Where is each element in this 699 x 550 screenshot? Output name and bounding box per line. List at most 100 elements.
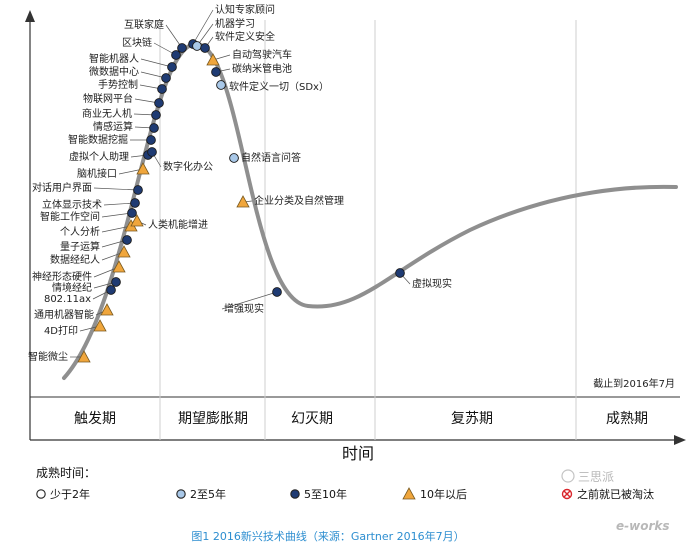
technology-item: 软件定义一切（SDx） bbox=[216, 80, 329, 93]
legend-marker-2to5-icon bbox=[176, 489, 186, 499]
marker-5to10-icon bbox=[211, 67, 221, 77]
leader-line bbox=[192, 9, 214, 45]
leader-line bbox=[93, 187, 139, 191]
watermark-sansipai-text: 三思派 bbox=[578, 470, 614, 484]
phase-label-plateau: 成熟期 bbox=[606, 411, 648, 427]
marker-5to10-icon bbox=[395, 268, 405, 278]
watermark-eworks: e-works bbox=[616, 519, 670, 533]
technology-label: 立体显示技术 bbox=[42, 198, 102, 211]
marker-5to10-icon bbox=[157, 84, 167, 94]
technology-label: 情境经纪 bbox=[52, 281, 92, 294]
technology-item: 物联网平台 bbox=[83, 92, 164, 108]
figure-caption: 图1 2016新兴技术曲线（来源：Gartner 2016年7月） bbox=[191, 529, 464, 543]
legend-label-obsolete: 之前就已被淘汰 bbox=[577, 487, 654, 501]
phase-label-trigger: 触发期 bbox=[74, 411, 116, 427]
marker-5to10-icon bbox=[167, 62, 177, 72]
technology-item: 立体显示技术 bbox=[42, 198, 140, 211]
leader-line bbox=[101, 212, 133, 218]
watermark-sansipai: 三思派 bbox=[561, 469, 614, 484]
technology-label: 量子运算 bbox=[60, 240, 100, 253]
phase-label-peak: 期望膨胀期 bbox=[178, 410, 248, 427]
marker-5to10-icon bbox=[127, 208, 137, 218]
leader-line bbox=[103, 202, 136, 206]
marker-5to10-icon bbox=[161, 73, 171, 83]
phase-label-slope: 复苏期 bbox=[451, 410, 493, 427]
technology-label: 虚拟现实 bbox=[412, 277, 452, 290]
technology-item: 碳纳米管电池 bbox=[211, 62, 292, 77]
marker-gt10-icon bbox=[93, 319, 107, 332]
technology-item: 智能数据挖掘 bbox=[68, 133, 156, 146]
technology-label: 商业无人机 bbox=[82, 107, 132, 120]
technology-item: 虚拟个人助理 bbox=[69, 150, 153, 163]
technology-item: 增强现实 bbox=[221, 287, 282, 315]
marker-5to10-icon bbox=[122, 235, 132, 245]
technology-item: 数字化办公 bbox=[147, 147, 213, 173]
marker-gt10-icon bbox=[206, 53, 220, 66]
technology-item: 对话用户界面 bbox=[32, 181, 143, 195]
legend-title: 成熟时间： bbox=[36, 465, 96, 480]
marker-gt10-icon bbox=[77, 350, 91, 363]
technology-label: 软件定义安全 bbox=[215, 30, 275, 43]
technology-item: 企业分类及自然管理 bbox=[236, 194, 344, 208]
marker-5to10-icon bbox=[200, 43, 210, 53]
technology-label: 碳纳米管电池 bbox=[232, 62, 292, 75]
technology-label: 通用机器智能 bbox=[34, 308, 94, 321]
technology-item: 智能机器人 bbox=[89, 52, 177, 72]
marker-2to5-icon bbox=[229, 153, 239, 163]
technology-item: 智能工作空间 bbox=[40, 208, 137, 223]
technology-label: 互联家庭 bbox=[124, 18, 164, 31]
technology-label: 智能数据挖掘 bbox=[68, 133, 128, 146]
technology-label: 数字化办公 bbox=[163, 160, 213, 173]
legend-marker-gt10-icon bbox=[402, 487, 416, 500]
technology-item: 软件定义安全 bbox=[200, 30, 275, 53]
technology-item: 通用机器智能 bbox=[34, 303, 114, 321]
marker-5to10-icon bbox=[111, 277, 121, 287]
technology-item: 商业无人机 bbox=[82, 107, 161, 120]
technology-label: 智能机器人 bbox=[89, 52, 139, 65]
technology-item: 量子运算 bbox=[60, 235, 132, 253]
technology-item: 802.11ax bbox=[44, 285, 116, 305]
wechat-logo-icon bbox=[561, 469, 575, 483]
hype-curve bbox=[62, 41, 678, 380]
leader-line bbox=[140, 58, 173, 68]
legend-marker-obsolete-icon bbox=[561, 488, 573, 500]
technology-item: 数据经纪人 bbox=[50, 245, 131, 266]
marker-gt10-icon bbox=[117, 245, 131, 258]
technology-item: 区块链 bbox=[122, 36, 181, 60]
marker-5to10-icon bbox=[177, 43, 187, 53]
marker-5to10-icon bbox=[151, 110, 161, 120]
technology-label: 情感运算 bbox=[93, 120, 133, 133]
technology-label: 智能工作空间 bbox=[40, 210, 100, 223]
marker-5to10-icon bbox=[133, 185, 143, 195]
technology-item: 自然语言问答 bbox=[229, 151, 301, 164]
marker-gt10-icon bbox=[130, 214, 144, 227]
technology-label: 手势控制 bbox=[98, 78, 138, 91]
technology-label: 神经形态硬件 bbox=[32, 270, 92, 283]
marker-5to10-icon bbox=[149, 123, 159, 133]
technology-item: 互联家庭 bbox=[124, 18, 187, 53]
leader-line bbox=[221, 291, 278, 310]
technology-item: 微数据中心 bbox=[89, 65, 171, 83]
technology-label: 自动驾驶汽车 bbox=[232, 48, 292, 61]
marker-5to10-icon bbox=[272, 287, 282, 297]
phase-label-trough: 幻灭期 bbox=[291, 411, 333, 427]
technology-item: 神经形态硬件 bbox=[32, 260, 126, 283]
marker-5to10-icon bbox=[130, 198, 140, 208]
technology-label: 个人分析 bbox=[60, 225, 100, 238]
technology-label: 微数据中心 bbox=[89, 65, 139, 78]
technology-label: 软件定义一切（SDx） bbox=[229, 80, 329, 93]
marker-2to5-icon bbox=[192, 41, 202, 51]
marker-gt10-icon bbox=[100, 303, 114, 316]
technology-item: 机器学习 bbox=[192, 17, 255, 51]
technology-item: 虚拟现实 bbox=[395, 268, 452, 290]
as-of-note: 截止到2016年7月 bbox=[593, 377, 675, 390]
technology-item: 4D打印 bbox=[44, 319, 107, 337]
technology-label: 自然语言问答 bbox=[241, 151, 301, 164]
marker-5to10-icon bbox=[154, 98, 164, 108]
marker-gt10-icon bbox=[136, 162, 150, 175]
technology-label: 智能微尘 bbox=[28, 350, 68, 363]
technology-label: 增强现实 bbox=[224, 302, 264, 315]
legend-marker-lt2-icon bbox=[36, 489, 46, 499]
